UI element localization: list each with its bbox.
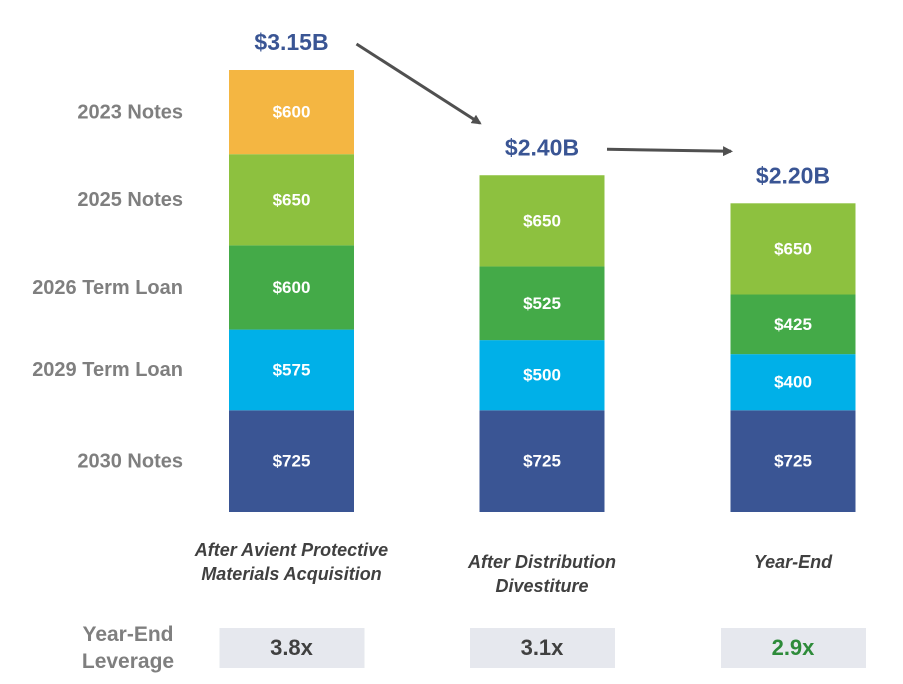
series-label: 2023 Notes [77, 101, 183, 123]
series-label: 2025 Notes [77, 189, 183, 211]
leverage-box [721, 628, 866, 668]
leverage-value: 3.1x [521, 635, 565, 660]
total-label: $2.20B [756, 162, 830, 188]
segment-label: $500 [523, 366, 561, 385]
bar-segment [479, 266, 605, 341]
leverage-box [219, 628, 365, 668]
segment-label: $650 [523, 211, 561, 230]
series-label: 2029 Term Loan [32, 359, 183, 381]
leverage-box [470, 628, 615, 668]
segment-label: $525 [523, 294, 561, 313]
bar-segment [730, 410, 856, 512]
segment-label: $650 [774, 239, 812, 258]
category-label: After Avient Protective Materials Acquis… [194, 540, 389, 584]
category-label: After Distribution Divestiture [468, 552, 616, 596]
category-label: Year-End [753, 552, 833, 572]
bar-segment [730, 203, 856, 295]
bar-segment [229, 70, 354, 155]
series-label: 2026 Term Loan [32, 277, 183, 299]
segment-label: $725 [273, 452, 311, 471]
bar-segment [229, 329, 354, 411]
segment-label: $725 [523, 452, 561, 471]
total-label: $2.40B [505, 134, 579, 160]
bar-segment [479, 410, 605, 512]
segment-label: $400 [774, 373, 812, 392]
leverage-label: Year-End Leverage [81, 623, 175, 673]
segment-label: $725 [774, 452, 812, 471]
segment-label: $650 [273, 190, 311, 209]
series-label: 2030 Notes [77, 450, 183, 472]
leverage-value: 3.8x [270, 635, 314, 660]
bar-segment [229, 154, 354, 246]
bar-segment [229, 245, 354, 330]
trend-arrow [606, 146, 733, 157]
segment-label: $425 [774, 315, 812, 334]
trend-arrow [355, 42, 482, 125]
bar-segment [229, 410, 354, 512]
bar-segment [730, 294, 856, 355]
bar-segment [479, 175, 605, 267]
segment-label: $600 [273, 278, 311, 297]
bar-segment [479, 340, 605, 411]
total-label: $3.15B [254, 29, 328, 55]
leverage-value: 2.9x [772, 635, 816, 660]
bar-segment [730, 354, 856, 411]
segment-label: $600 [273, 103, 311, 122]
segment-label: $575 [273, 360, 311, 379]
